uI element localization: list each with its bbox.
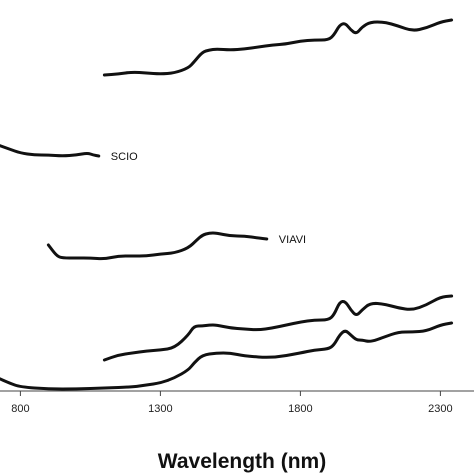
series-label-viavi: VIAVI: [279, 234, 306, 246]
x-axis-title: Wavelength (nm): [158, 450, 326, 473]
series-layer: [0, 18, 454, 391]
x-tick-layer: 800 1300 1800 2300: [11, 391, 453, 415]
series-line-2: [0, 144, 101, 158]
x-tick-label-800: 800: [11, 403, 29, 415]
series-label-layer: SCIO VIAVI: [111, 151, 306, 246]
x-tick-label-2300: 2300: [428, 403, 452, 415]
x-tick-label-1800: 1800: [288, 403, 312, 415]
series-line-1: [102, 18, 454, 77]
series-label-scio: SCIO: [111, 151, 138, 163]
series-line-4: [102, 294, 454, 362]
series-line-3: [46, 231, 269, 261]
x-tick-label-1300: 1300: [148, 403, 172, 415]
series-line-5: [0, 321, 454, 391]
